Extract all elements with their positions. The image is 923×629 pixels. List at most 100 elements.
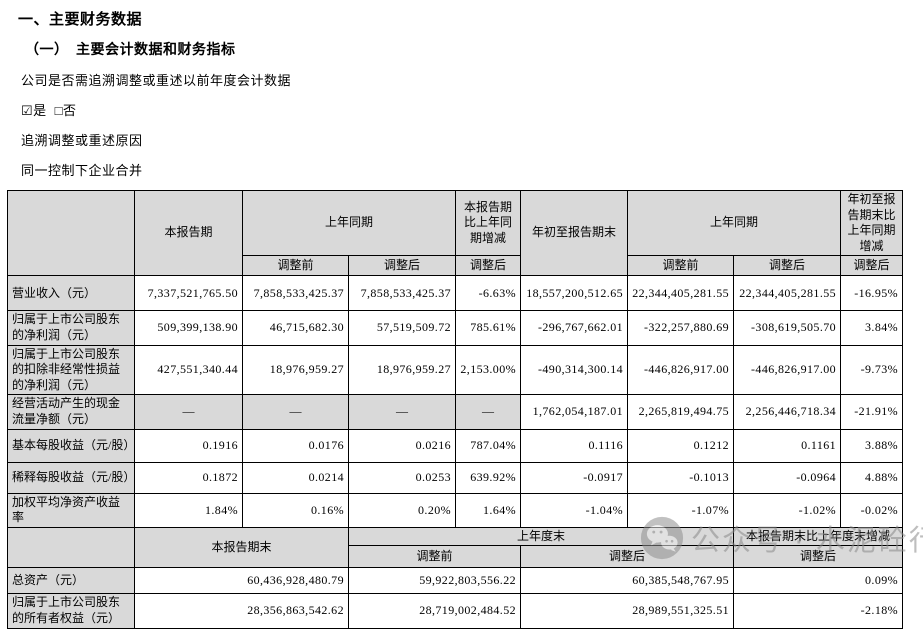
cell-value: -1.07% xyxy=(627,492,735,528)
table-row-basic-eps: 基本每股收益（元/股） 0.1916 0.0176 0.0216 787.04%… xyxy=(7,428,904,463)
cell-value: 427,551,340.44 xyxy=(134,344,243,396)
cell-value: 3.84% xyxy=(840,310,904,346)
cell-value: 3.88% xyxy=(840,428,904,463)
cell-value: 28,719,002,484.52 xyxy=(347,593,522,629)
table-row-net-profit: 归属于上市公司股东的净利润（元） 509,399,138.90 46,715,6… xyxy=(7,310,904,346)
cell-value: -308,619,505.70 xyxy=(733,310,842,346)
cell-value: 0.1872 xyxy=(134,461,243,494)
cell-value: 18,976,959.27 xyxy=(347,344,457,396)
subheader-after-adjust: 调整后 xyxy=(733,255,842,277)
cell-value: 60,436,928,480.79 xyxy=(134,567,349,595)
cell-value: — xyxy=(242,394,349,430)
cell-value: 0.09% xyxy=(733,567,904,595)
subheader-after-adjust: 调整后 xyxy=(455,255,522,277)
cell-value: -6.63% xyxy=(455,275,522,312)
cell-value: 0.1212 xyxy=(627,428,735,463)
cell-value: 0.1116 xyxy=(520,428,629,463)
cell-value: 0.20% xyxy=(347,492,457,528)
cell-value: -490,314,300.14 xyxy=(520,344,629,396)
cell-value: 59,922,803,556.22 xyxy=(347,567,522,595)
cell-value: 0.0214 xyxy=(242,461,349,494)
subheader-before-adjust: 调整前 xyxy=(347,545,522,569)
cell-value: 1.84% xyxy=(134,492,243,528)
cell-value: -0.1013 xyxy=(627,461,735,494)
row-label: 基本每股收益（元/股） xyxy=(7,428,135,463)
cell-value: 2,265,819,494.75 xyxy=(627,394,735,430)
header-current-period: 本报告期 xyxy=(134,189,243,277)
header-period-change: 本报告期比上年同期增减 xyxy=(455,189,522,257)
cell-value: 0.0176 xyxy=(242,428,349,463)
restate-reason-value: 同一控制下企业合并 xyxy=(21,163,143,178)
cell-value: 60,385,548,767.95 xyxy=(520,567,735,595)
header-ytd: 年初至报告期末 xyxy=(520,189,629,277)
cell-value: 57,519,509.72 xyxy=(347,310,457,346)
restate-question: 公司是否需追溯调整或重述以前年度会计数据 xyxy=(21,73,292,88)
table-row-deducted-net-profit: 归属于上市公司股东的扣除非经常性损益的净利润（元） 427,551,340.44… xyxy=(7,344,904,396)
subsection-title: （一） 主要会计数据和财务指标 xyxy=(25,43,236,58)
cell-value: -16.95% xyxy=(840,275,904,312)
row-label: 营业收入（元） xyxy=(7,275,135,312)
checkbox-yes: ☑是 xyxy=(21,103,47,118)
cell-value: 0.16% xyxy=(242,492,349,528)
cell-value: — xyxy=(347,394,457,430)
cell-value: -446,826,917.00 xyxy=(627,344,735,396)
row-label: 稀释每股收益（元/股） xyxy=(7,461,135,494)
header-year-end-change: 本报告期末比上年度末增减 xyxy=(733,526,904,547)
table-row-total-assets: 总资产（元） 60,436,928,480.79 59,922,803,556.… xyxy=(7,567,904,595)
cell-value: 22,344,405,281.55 xyxy=(733,275,842,312)
cell-value: -1.02% xyxy=(733,492,842,528)
cell-value: 2,256,446,718.34 xyxy=(733,394,842,430)
cell-value: 7,858,533,425.37 xyxy=(242,275,349,312)
cell-value: 4.88% xyxy=(840,461,904,494)
cell-value: — xyxy=(134,394,243,430)
cell-value: 785.61% xyxy=(455,310,522,346)
cell-value: 7,337,521,765.50 xyxy=(134,275,243,312)
table-row-owners-equity: 归属于上市公司股东的所有者权益（元） 28,356,863,542.62 28,… xyxy=(7,593,904,629)
header-row-bottom: 本报告期末 上年度末 本报告期末比上年度末增减 xyxy=(7,526,904,569)
cell-value: -446,826,917.00 xyxy=(733,344,842,396)
section-title: 一、主要财务数据 xyxy=(18,12,143,28)
table-row-revenue: 营业收入（元） 7,337,521,765.50 7,858,533,425.3… xyxy=(7,275,904,312)
cell-value: -1.04% xyxy=(520,492,629,528)
header-prior-period: 上年同期 xyxy=(241,189,457,257)
checkbox-no: □否 xyxy=(54,103,77,118)
table-row-operating-cash-flow: 经营活动产生的现金流量净额（元） — — — — 1,762,054,187.0… xyxy=(7,394,904,430)
subheader-before-adjust: 调整前 xyxy=(242,255,349,277)
subheader-after-adjust: 调整后 xyxy=(347,255,457,277)
header-empty-cell xyxy=(7,189,135,277)
cell-value: — xyxy=(455,394,522,430)
subheader-after-adjust: 调整后 xyxy=(520,545,735,569)
restate-answer: ☑是 □否 xyxy=(21,100,916,119)
cell-value: 28,356,863,542.62 xyxy=(134,593,349,629)
header-prior-year-end: 上年度末 xyxy=(347,526,735,547)
cell-value: -322,257,880.69 xyxy=(627,310,735,346)
row-label: 归属于上市公司股东的所有者权益（元） xyxy=(7,593,135,629)
row-label: 归属于上市公司股东的净利润（元） xyxy=(7,310,135,346)
cell-value: 639.92% xyxy=(455,461,522,494)
cell-value: -9.73% xyxy=(840,344,904,396)
row-label: 加权平均净资产收益率 xyxy=(7,492,135,528)
cell-value: -296,767,662.01 xyxy=(520,310,629,346)
cell-value: 0.1916 xyxy=(134,428,243,463)
header-ytd-change: 年初至报告期末比上年同期增减 xyxy=(840,189,904,257)
header-prior-ytd: 上年同期 xyxy=(627,189,842,257)
cell-value: -0.0917 xyxy=(520,461,629,494)
row-label: 经营活动产生的现金流量净额（元） xyxy=(7,394,135,430)
cell-value: -2.18% xyxy=(733,593,904,629)
cell-value: -21.91% xyxy=(840,394,904,430)
cell-value: 46,715,682.30 xyxy=(242,310,349,346)
cell-value: 0.0253 xyxy=(347,461,457,494)
cell-value: 22,344,405,281.55 xyxy=(627,275,735,312)
header-row-top: 本报告期 上年同期 本报告期比上年同期增减 年初至报告期末 上年同期 年初至报告… xyxy=(7,189,904,277)
cell-value: 7,858,533,425.37 xyxy=(347,275,457,312)
header-empty-cell xyxy=(7,526,135,569)
row-label: 归属于上市公司股东的扣除非经常性损益的净利润（元） xyxy=(7,344,135,396)
subheader-after-adjust: 调整后 xyxy=(733,545,904,569)
cell-value: 0.1161 xyxy=(733,428,842,463)
subheader-after-adjust: 调整后 xyxy=(840,255,904,277)
cell-value: 28,989,551,325.51 xyxy=(520,593,735,629)
financial-summary-table: 本报告期 上年同期 本报告期比上年同期增减 年初至报告期末 上年同期 年初至报告… xyxy=(7,189,904,629)
restate-reason-label: 追溯调整或重述原因 xyxy=(21,133,143,148)
cell-value: 509,399,138.90 xyxy=(134,310,243,346)
